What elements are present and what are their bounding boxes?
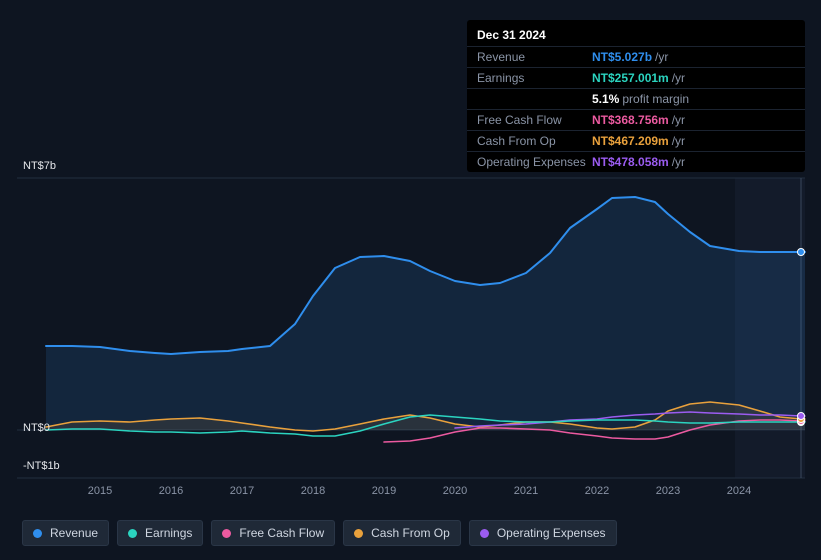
tooltip-row-unit: /yr [672,112,685,128]
legend-item-opex[interactable]: Operating Expenses [469,520,617,546]
legend-swatch [128,529,137,538]
legend-label: Revenue [50,526,98,540]
x-axis-tick: 2017 [230,485,254,497]
legend-swatch [222,529,231,538]
tooltip-row: EarningsNT$257.001m/yr [467,67,805,88]
tooltip-row-value: NT$478.058m [592,154,669,170]
y-axis-label: -NT$1b [23,460,60,472]
chart-legend: Revenue Earnings Free Cash Flow Cash From O… [22,520,617,546]
x-axis-tick: 2020 [443,485,467,497]
legend-swatch [480,529,489,538]
tooltip-row-label: Free Cash Flow [477,112,592,128]
x-axis-tick: 2015 [88,485,112,497]
tooltip-row-label: Operating Expenses [477,154,592,170]
legend-label: Free Cash Flow [239,526,324,540]
tooltip-row-unit: /yr [672,70,685,86]
legend-label: Earnings [145,526,192,540]
tooltip-row-value: NT$368.756m [592,112,669,128]
tooltip-row-value: NT$257.001m [592,70,669,86]
legend-item-earnings[interactable]: Earnings [117,520,203,546]
x-axis-tick: 2023 [656,485,680,497]
legend-swatch [354,529,363,538]
tooltip-row-unit: profit margin [622,91,689,107]
legend-label: Cash From Op [371,526,450,540]
tooltip-row: RevenueNT$5.027b/yr [467,46,805,67]
tooltip-row: Free Cash FlowNT$368.756m/yr [467,109,805,130]
legend-item-fcf[interactable]: Free Cash Flow [211,520,335,546]
tooltip-row-unit: /yr [655,49,668,65]
tooltip-row-label: Revenue [477,49,592,65]
tooltip-row-label: Earnings [477,70,592,86]
tooltip-row-value: NT$5.027b [592,49,652,65]
x-axis-tick: 2019 [372,485,396,497]
y-axis-label: NT$7b [23,160,56,172]
x-axis-tick: 2022 [585,485,609,497]
tooltip-row-label [477,91,592,107]
x-axis-tick: 2021 [514,485,538,497]
tooltip-row-unit: /yr [672,154,685,170]
tooltip-row-value: 5.1% [592,91,619,107]
legend-label: Operating Expenses [497,526,606,540]
tooltip-row: Operating ExpensesNT$478.058m/yr [467,151,805,172]
legend-swatch [33,529,42,538]
tooltip-row-label: Cash From Op [477,133,592,149]
chart-tooltip: Dec 31 2024 RevenueNT$5.027b/yrEarningsN… [467,20,805,172]
tooltip-row-unit: /yr [672,133,685,149]
legend-item-revenue[interactable]: Revenue [22,520,109,546]
x-axis-tick: 2024 [727,485,751,497]
tooltip-row: 5.1%profit margin [467,88,805,109]
tooltip-date: Dec 31 2024 [467,24,805,46]
x-axis-tick: 2016 [159,485,183,497]
y-axis-label: NT$0 [23,422,50,434]
financial-chart: Dec 31 2024 RevenueNT$5.027b/yrEarningsN… [0,0,821,560]
legend-item-cfo[interactable]: Cash From Op [343,520,461,546]
tooltip-row-value: NT$467.209m [592,133,669,149]
tooltip-row: Cash From OpNT$467.209m/yr [467,130,805,151]
x-axis-tick: 2018 [301,485,325,497]
